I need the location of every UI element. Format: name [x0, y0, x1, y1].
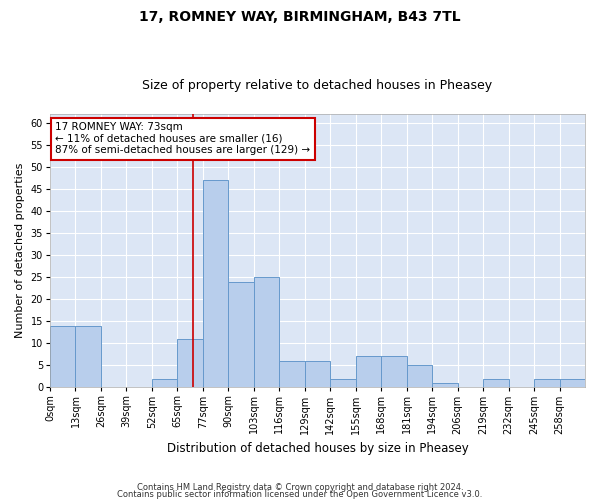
Bar [254, 277, 279, 388]
Bar [178, 339, 203, 388]
Bar [203, 180, 229, 388]
Bar [305, 361, 330, 388]
Bar [152, 378, 178, 388]
Bar [483, 378, 509, 388]
Text: Contains HM Land Registry data © Crown copyright and database right 2024.: Contains HM Land Registry data © Crown c… [137, 484, 463, 492]
Text: Contains public sector information licensed under the Open Government Licence v3: Contains public sector information licen… [118, 490, 482, 499]
Bar [330, 378, 356, 388]
Bar [534, 378, 560, 388]
Bar [381, 356, 407, 388]
Bar [560, 378, 585, 388]
Text: 17 ROMNEY WAY: 73sqm
← 11% of detached houses are smaller (16)
87% of semi-detac: 17 ROMNEY WAY: 73sqm ← 11% of detached h… [55, 122, 310, 156]
Bar [76, 326, 101, 388]
Y-axis label: Number of detached properties: Number of detached properties [15, 163, 25, 338]
Bar [229, 282, 254, 388]
Text: 17, ROMNEY WAY, BIRMINGHAM, B43 7TL: 17, ROMNEY WAY, BIRMINGHAM, B43 7TL [139, 10, 461, 24]
Title: Size of property relative to detached houses in Pheasey: Size of property relative to detached ho… [142, 79, 493, 92]
X-axis label: Distribution of detached houses by size in Pheasey: Distribution of detached houses by size … [167, 442, 469, 455]
Bar [356, 356, 381, 388]
Bar [432, 383, 458, 388]
Bar [407, 366, 432, 388]
Bar [50, 326, 76, 388]
Bar [279, 361, 305, 388]
